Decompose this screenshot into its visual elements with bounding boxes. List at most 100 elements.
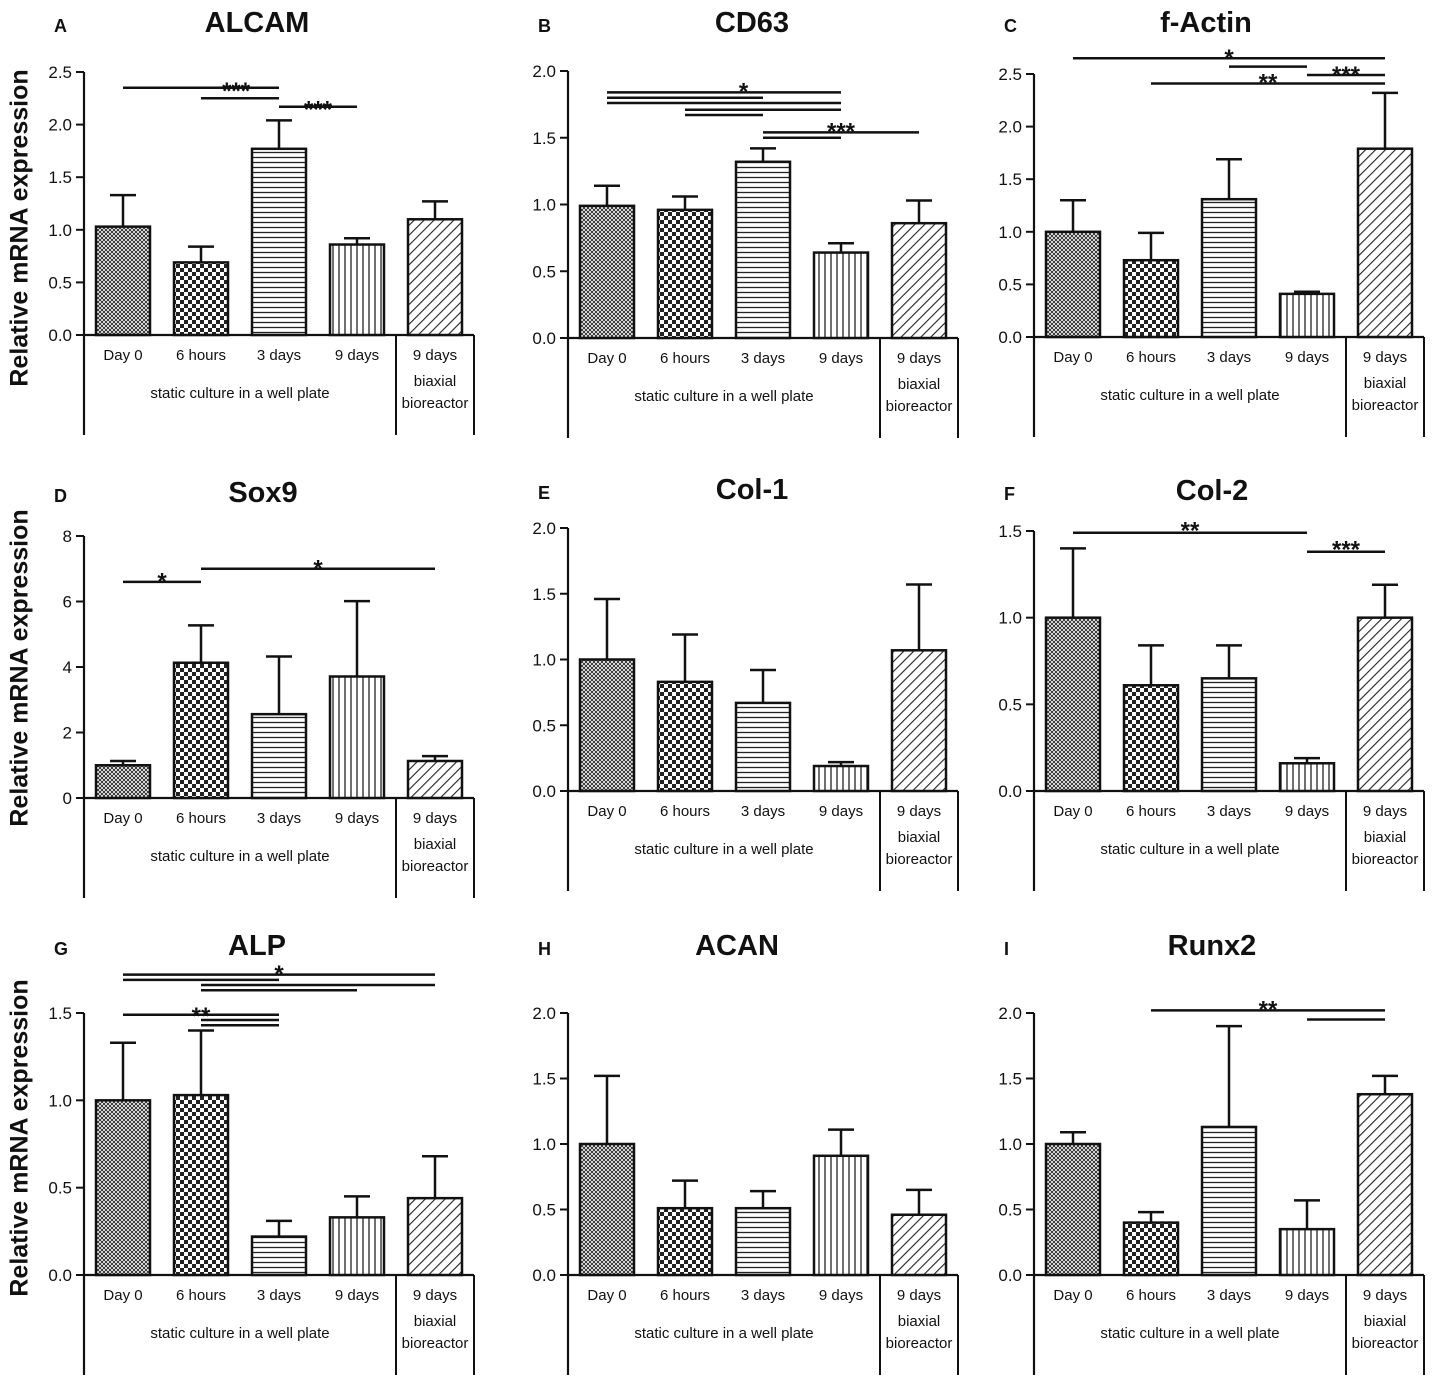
y-tick-label: 0.5 xyxy=(532,1201,556,1220)
significance-stars: * xyxy=(274,961,284,988)
panel-letter: A xyxy=(54,16,67,36)
bar xyxy=(250,712,308,800)
bar xyxy=(656,208,714,340)
bar xyxy=(656,1206,714,1277)
x-tick-label: Day 0 xyxy=(1053,1287,1092,1304)
x-tick-label: 3 days xyxy=(257,810,301,827)
x-tick-label: 9 days xyxy=(1363,349,1407,366)
bar xyxy=(1044,230,1102,339)
y-tick-label: 1.5 xyxy=(48,168,72,187)
chart-title: Runx2 xyxy=(1168,930,1257,962)
y-tick-label: 2.0 xyxy=(532,1004,556,1023)
x-tick-label: 9 days xyxy=(335,1287,379,1304)
y-tick-label: 1.5 xyxy=(532,1070,556,1089)
significance-stars: *** xyxy=(304,97,333,124)
x-tick-label: Day 0 xyxy=(587,1287,626,1304)
y-tick-label: 0.5 xyxy=(48,273,72,292)
x-tick-label: 9 days xyxy=(1285,803,1329,820)
y-tick-label: 0.5 xyxy=(532,716,556,735)
y-tick-label: 0.0 xyxy=(48,326,72,345)
group-label-bioreactor: biaxial xyxy=(414,836,457,853)
group-label-static: static culture in a well plate xyxy=(634,388,813,405)
bar xyxy=(406,1196,464,1277)
x-tick-label: Day 0 xyxy=(1053,349,1092,366)
panel-d: D Sox9 0 2 4 6 8 Day 0 6 hours 3 days 9 days 9 days… xyxy=(54,477,475,898)
x-tick-label: 6 hours xyxy=(176,810,226,827)
bar xyxy=(1278,292,1336,339)
significance-stars: ** xyxy=(1259,996,1278,1023)
y-tick-label: 2 xyxy=(63,724,72,743)
significance-stars: ** xyxy=(192,1003,211,1030)
bar xyxy=(812,1154,870,1277)
x-tick-label: 9 days xyxy=(897,803,941,820)
bar xyxy=(1044,1142,1102,1277)
significance-stars: ** xyxy=(1259,69,1278,96)
y-tick-label: 2.5 xyxy=(998,65,1022,84)
panel-i: I Runx2 0.0 0.5 1.0 1.5 2.0 Day 0 6 hours 3 days 9… xyxy=(998,930,1425,1375)
group-label-static: static culture in a well plate xyxy=(1100,1325,1279,1342)
x-tick-label: 3 days xyxy=(257,1287,301,1304)
x-tick-label: 3 days xyxy=(741,350,785,367)
chart-title: ACAN xyxy=(695,930,779,962)
x-tick-label: 3 days xyxy=(741,803,785,820)
bar xyxy=(172,261,230,337)
bar xyxy=(578,658,636,793)
bar xyxy=(172,1093,230,1277)
y-tick-label: 2.0 xyxy=(48,116,72,135)
y-tick-label: 0.5 xyxy=(998,275,1022,294)
x-tick-label: 9 days xyxy=(335,810,379,827)
significance-stars: * xyxy=(313,555,323,582)
bar xyxy=(1044,616,1102,793)
chart-title: Sox9 xyxy=(228,477,297,509)
y-tick-label: 1.0 xyxy=(998,609,1022,628)
x-tick-label: 9 days xyxy=(819,803,863,820)
x-tick-label: Day 0 xyxy=(103,810,142,827)
bar xyxy=(1200,197,1258,339)
x-tick-label: 3 days xyxy=(1207,349,1251,366)
y-tick-label: 1.0 xyxy=(532,196,556,215)
bar xyxy=(578,204,636,340)
group-label-bioreactor: biaxial xyxy=(898,376,941,393)
panel-e: E Col-1 0.0 0.5 1.0 1.5 2.0 Day 0 6 hours 3 days 9… xyxy=(532,474,959,891)
bar xyxy=(250,1235,308,1277)
bar xyxy=(890,221,948,340)
x-tick-label: 6 hours xyxy=(176,1287,226,1304)
significance-stars: *** xyxy=(222,78,251,105)
group-label-bioreactor: bioreactor xyxy=(886,398,953,415)
x-tick-label: 9 days xyxy=(1285,349,1329,366)
y-tick-label: 6 xyxy=(63,593,72,612)
group-label-bioreactor: biaxial xyxy=(898,829,941,846)
x-tick-label: 6 hours xyxy=(1126,803,1176,820)
x-tick-label: 9 days xyxy=(1363,1287,1407,1304)
x-tick-label: 9 days xyxy=(819,350,863,367)
bar xyxy=(578,1142,636,1277)
significance-stars: *** xyxy=(1332,62,1361,89)
bar xyxy=(250,147,308,337)
significance-stars: * xyxy=(157,569,167,596)
bar xyxy=(328,1216,386,1277)
y-tick-label: 1.5 xyxy=(998,170,1022,189)
bar xyxy=(1122,684,1180,793)
y-tick-label: 0.5 xyxy=(532,262,556,281)
bar xyxy=(1356,147,1414,339)
y-tick-label: 1.0 xyxy=(48,221,72,240)
panel-letter: F xyxy=(1004,484,1015,504)
y-tick-label: 0.5 xyxy=(48,1179,72,1198)
x-tick-label: 3 days xyxy=(1207,1287,1251,1304)
group-label-bioreactor: bioreactor xyxy=(402,858,469,875)
bar xyxy=(406,759,464,800)
group-label-bioreactor: biaxial xyxy=(898,1313,941,1330)
chart-title: CD63 xyxy=(715,7,789,39)
y-tick-label: 0.0 xyxy=(532,1266,556,1285)
group-label-bioreactor: biaxial xyxy=(1364,829,1407,846)
x-tick-label: 3 days xyxy=(1207,803,1251,820)
significance-stars: *** xyxy=(1332,537,1361,564)
x-tick-label: Day 0 xyxy=(103,1287,142,1304)
x-tick-label: 3 days xyxy=(257,347,301,364)
x-tick-label: 6 hours xyxy=(176,347,226,364)
panel-h: H ACAN 0.0 0.5 1.0 1.5 2.0 Day 0 6 hours 3 days 9 … xyxy=(532,930,959,1375)
y-tick-label: 1.0 xyxy=(532,651,556,670)
panel-letter: D xyxy=(54,486,67,506)
y-tick-label: 1.5 xyxy=(532,129,556,148)
